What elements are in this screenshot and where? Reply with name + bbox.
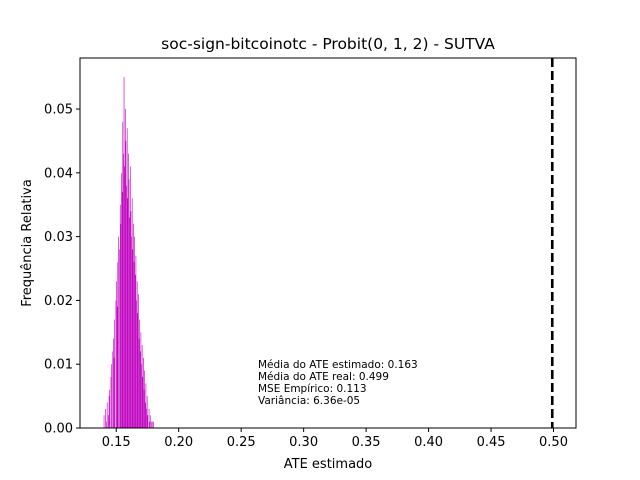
histogram-bar — [136, 281, 138, 428]
histogram-bar — [146, 396, 148, 428]
histogram-bar — [144, 370, 145, 428]
histogram-bar — [103, 415, 105, 428]
histogram-bar — [119, 204, 121, 428]
x-tick-label: 0.20 — [164, 435, 193, 450]
histogram-bar — [123, 153, 124, 429]
histogram-bar — [108, 415, 109, 428]
histogram-bar — [149, 415, 151, 428]
y-tick-label: 0.02 — [44, 294, 73, 309]
histogram-bar — [121, 191, 123, 428]
histogram-bar — [124, 166, 125, 428]
histogram-bar — [113, 357, 115, 428]
y-axis-label: Frequência Relativa — [20, 179, 35, 307]
histogram-bar — [131, 236, 132, 428]
histogram-bar — [145, 383, 147, 428]
histogram-bar — [122, 121, 124, 429]
histogram-bar — [113, 338, 114, 428]
histogram-bar — [116, 306, 118, 428]
x-tick-label: 0.30 — [289, 435, 318, 450]
histogram-bar — [119, 249, 120, 428]
histogram-bar — [139, 319, 140, 428]
histogram-bar — [130, 211, 132, 428]
histogram-bar — [144, 402, 146, 428]
histogram-bar — [129, 217, 130, 428]
y-tick-label: 0.05 — [44, 103, 73, 118]
histogram-bar — [128, 179, 130, 428]
histogram-bar — [126, 128, 128, 428]
histogram-bar — [128, 153, 129, 429]
histogram-bar — [152, 421, 154, 428]
histogram-bar — [148, 408, 150, 428]
histogram-bar — [115, 300, 117, 428]
histogram-bar — [123, 77, 125, 428]
histogram-bar — [137, 313, 139, 428]
histogram-bar — [106, 421, 107, 428]
histogram-bar — [116, 281, 117, 428]
y-axis-ticks: 0.00 0.01 0.02 0.03 0.04 0.05 — [44, 103, 80, 437]
y-tick-label: 0.04 — [44, 166, 73, 181]
histogram-bar — [140, 332, 142, 428]
x-tick-label: 0.35 — [352, 435, 381, 450]
histogram-bar — [134, 236, 135, 428]
annotation-mse: MSE Empírico: 0.113 — [258, 383, 367, 395]
histogram-bar — [149, 421, 150, 428]
annotation-mean-real: Média do ATE real: 0.499 — [258, 371, 389, 383]
histogram-bar — [139, 351, 141, 428]
histogram-bar — [153, 421, 154, 428]
histogram-bar — [136, 300, 137, 428]
chart-title: soc-sign-bitcoinotc - Probit(0, 1, 2) - … — [161, 35, 495, 53]
histogram-bar — [147, 415, 149, 428]
histogram-bar — [111, 364, 112, 428]
histogram-bar — [114, 319, 115, 428]
histogram-bar — [104, 408, 106, 428]
histogram-bar — [134, 274, 136, 428]
annotation-mean-estimated: Média do ATE estimado: 0.163 — [258, 359, 418, 371]
histogram-bar — [120, 223, 122, 428]
histogram-bar — [141, 345, 143, 428]
histogram-bar — [143, 389, 145, 428]
x-tick-label: 0.25 — [227, 435, 256, 450]
y-tick-label: 0.01 — [44, 358, 73, 373]
x-tick-label: 0.15 — [102, 435, 131, 450]
histogram-bar — [131, 198, 133, 428]
histogram-bar — [138, 338, 140, 428]
histogram-bar — [106, 402, 108, 428]
histogram-bar — [125, 140, 127, 428]
histogram-bar — [109, 389, 110, 428]
histogram-bar — [132, 249, 134, 428]
annotation-variance: Variância: 6.36e-05 — [258, 395, 360, 407]
histogram-bar — [127, 198, 129, 428]
histogram-bar — [135, 255, 137, 428]
histogram-bar — [124, 109, 126, 428]
y-tick-label: 0.00 — [44, 422, 73, 437]
x-tick-label: 0.45 — [477, 435, 506, 450]
histogram-bar — [133, 223, 134, 428]
histogram-bar — [142, 376, 144, 428]
x-tick-label: 0.40 — [414, 435, 443, 450]
histogram-bar — [138, 294, 139, 428]
histogram-bar — [151, 421, 152, 428]
y-tick-label: 0.03 — [44, 230, 73, 245]
histogram-bar — [118, 236, 119, 428]
histogram-bar — [121, 172, 122, 428]
plot-area-frame — [79, 57, 577, 429]
histogram-bar — [133, 262, 135, 428]
statistics-annotation: Média do ATE estimado: 0.163 Média do AT… — [258, 359, 418, 407]
histogram-bar — [108, 396, 110, 428]
histogram-bar — [129, 166, 131, 428]
histogram-bars — [103, 77, 154, 429]
histogram-bar — [146, 408, 147, 428]
x-tick-label: 0.50 — [539, 435, 568, 450]
histogram-bar — [110, 376, 112, 428]
histogram-bar — [126, 185, 127, 428]
histogram-bar — [141, 364, 142, 428]
histogram-bar — [117, 262, 119, 428]
x-axis-ticks: 0.15 0.20 0.25 0.30 0.35 0.40 0.45 0.50 — [102, 428, 568, 450]
histogram-bar — [112, 351, 114, 428]
histogram-bar — [143, 357, 144, 428]
x-axis-label: ATE estimado — [284, 457, 373, 472]
